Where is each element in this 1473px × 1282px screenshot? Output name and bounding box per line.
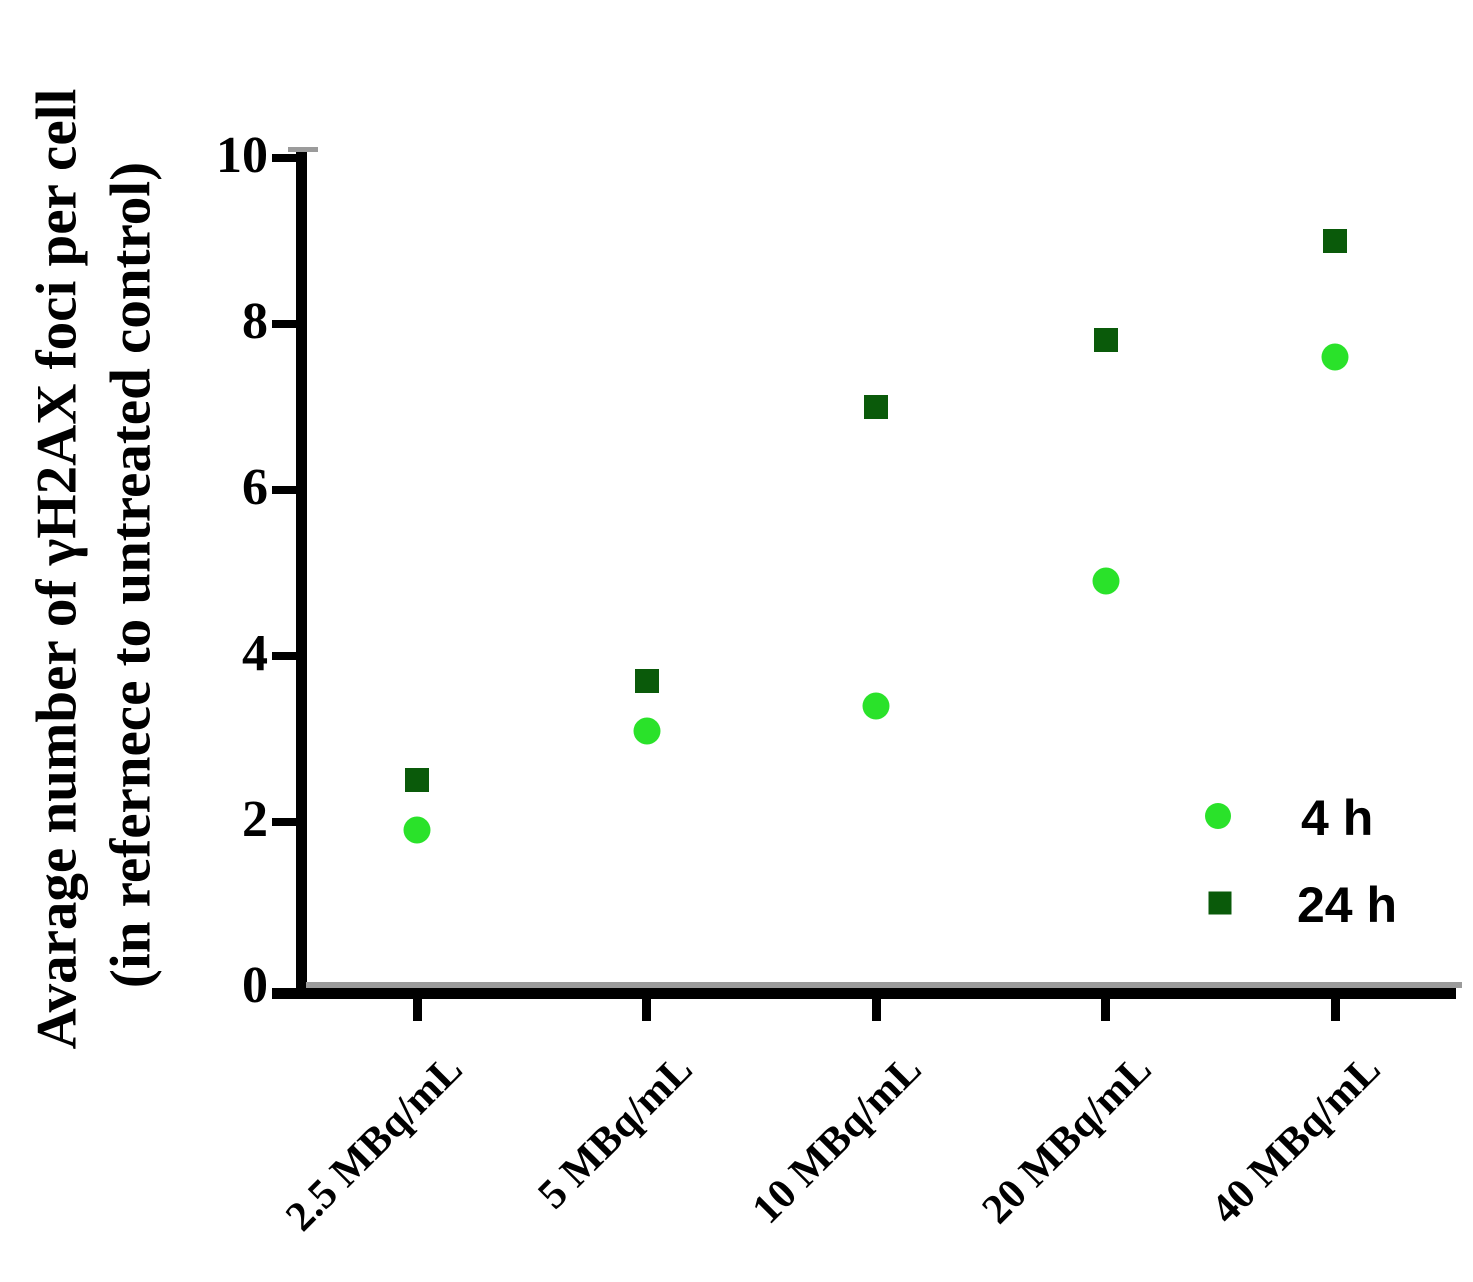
y-tick — [272, 319, 298, 328]
y-tick-label: 10 — [216, 126, 268, 184]
y-tick-label: 8 — [242, 292, 268, 350]
x-tick — [1330, 999, 1340, 1021]
data-point-24h-square — [1093, 328, 1118, 353]
data-point-24h-square — [634, 668, 659, 693]
x-tick — [1101, 999, 1110, 1021]
data-point-24h-square — [1323, 228, 1347, 253]
data-point-4h-circle — [403, 816, 431, 844]
x-tick-label-text: 5 MBq/mL — [529, 1046, 702, 1218]
x-tick — [871, 999, 881, 1021]
x-tick-label-text: 20 MBq/mL — [973, 1046, 1161, 1233]
x-tick-label-text: 2.5 MBq/mL — [277, 1046, 472, 1241]
legend-label-4h: 4 h — [1301, 790, 1374, 846]
legend-marker-square-24h — [1208, 891, 1232, 915]
x-axis-line — [272, 988, 1456, 999]
y-axis-shadow — [288, 147, 318, 152]
x-tick-label-text: 40 MBq/mL — [1202, 1046, 1390, 1233]
data-point-4h-circle — [1321, 343, 1349, 371]
x-tick — [412, 999, 422, 1021]
y-axis-title-line1: Avarage number of γH2AX foci per cell — [25, 88, 89, 1050]
y-axis-title-line2: (in refernece to untreated control) — [99, 161, 163, 989]
y-axis-line — [296, 152, 307, 999]
legend-marker-circle-4h — [1205, 803, 1231, 829]
data-point-4h-circle — [633, 717, 660, 745]
data-point-24h-square — [864, 394, 888, 419]
y-tick — [272, 817, 298, 826]
data-point-4h-circle — [1092, 567, 1119, 595]
x-tick-label-text: 10 MBq/mL — [743, 1046, 931, 1233]
y-tick-label: 2 — [242, 790, 268, 848]
y-tick — [272, 651, 298, 660]
x-tick — [642, 999, 651, 1021]
y-tick-label: 6 — [242, 458, 268, 516]
x-axis-shadow — [306, 982, 1462, 988]
y-tick-label: 0 — [242, 957, 268, 1014]
legend-label-24h: 24 h — [1297, 877, 1398, 933]
y-tick — [272, 153, 298, 162]
y-tick-label: 4 — [242, 624, 268, 682]
y-tick — [272, 485, 298, 494]
data-point-24h-square — [405, 768, 429, 793]
data-point-4h-circle — [862, 692, 890, 720]
